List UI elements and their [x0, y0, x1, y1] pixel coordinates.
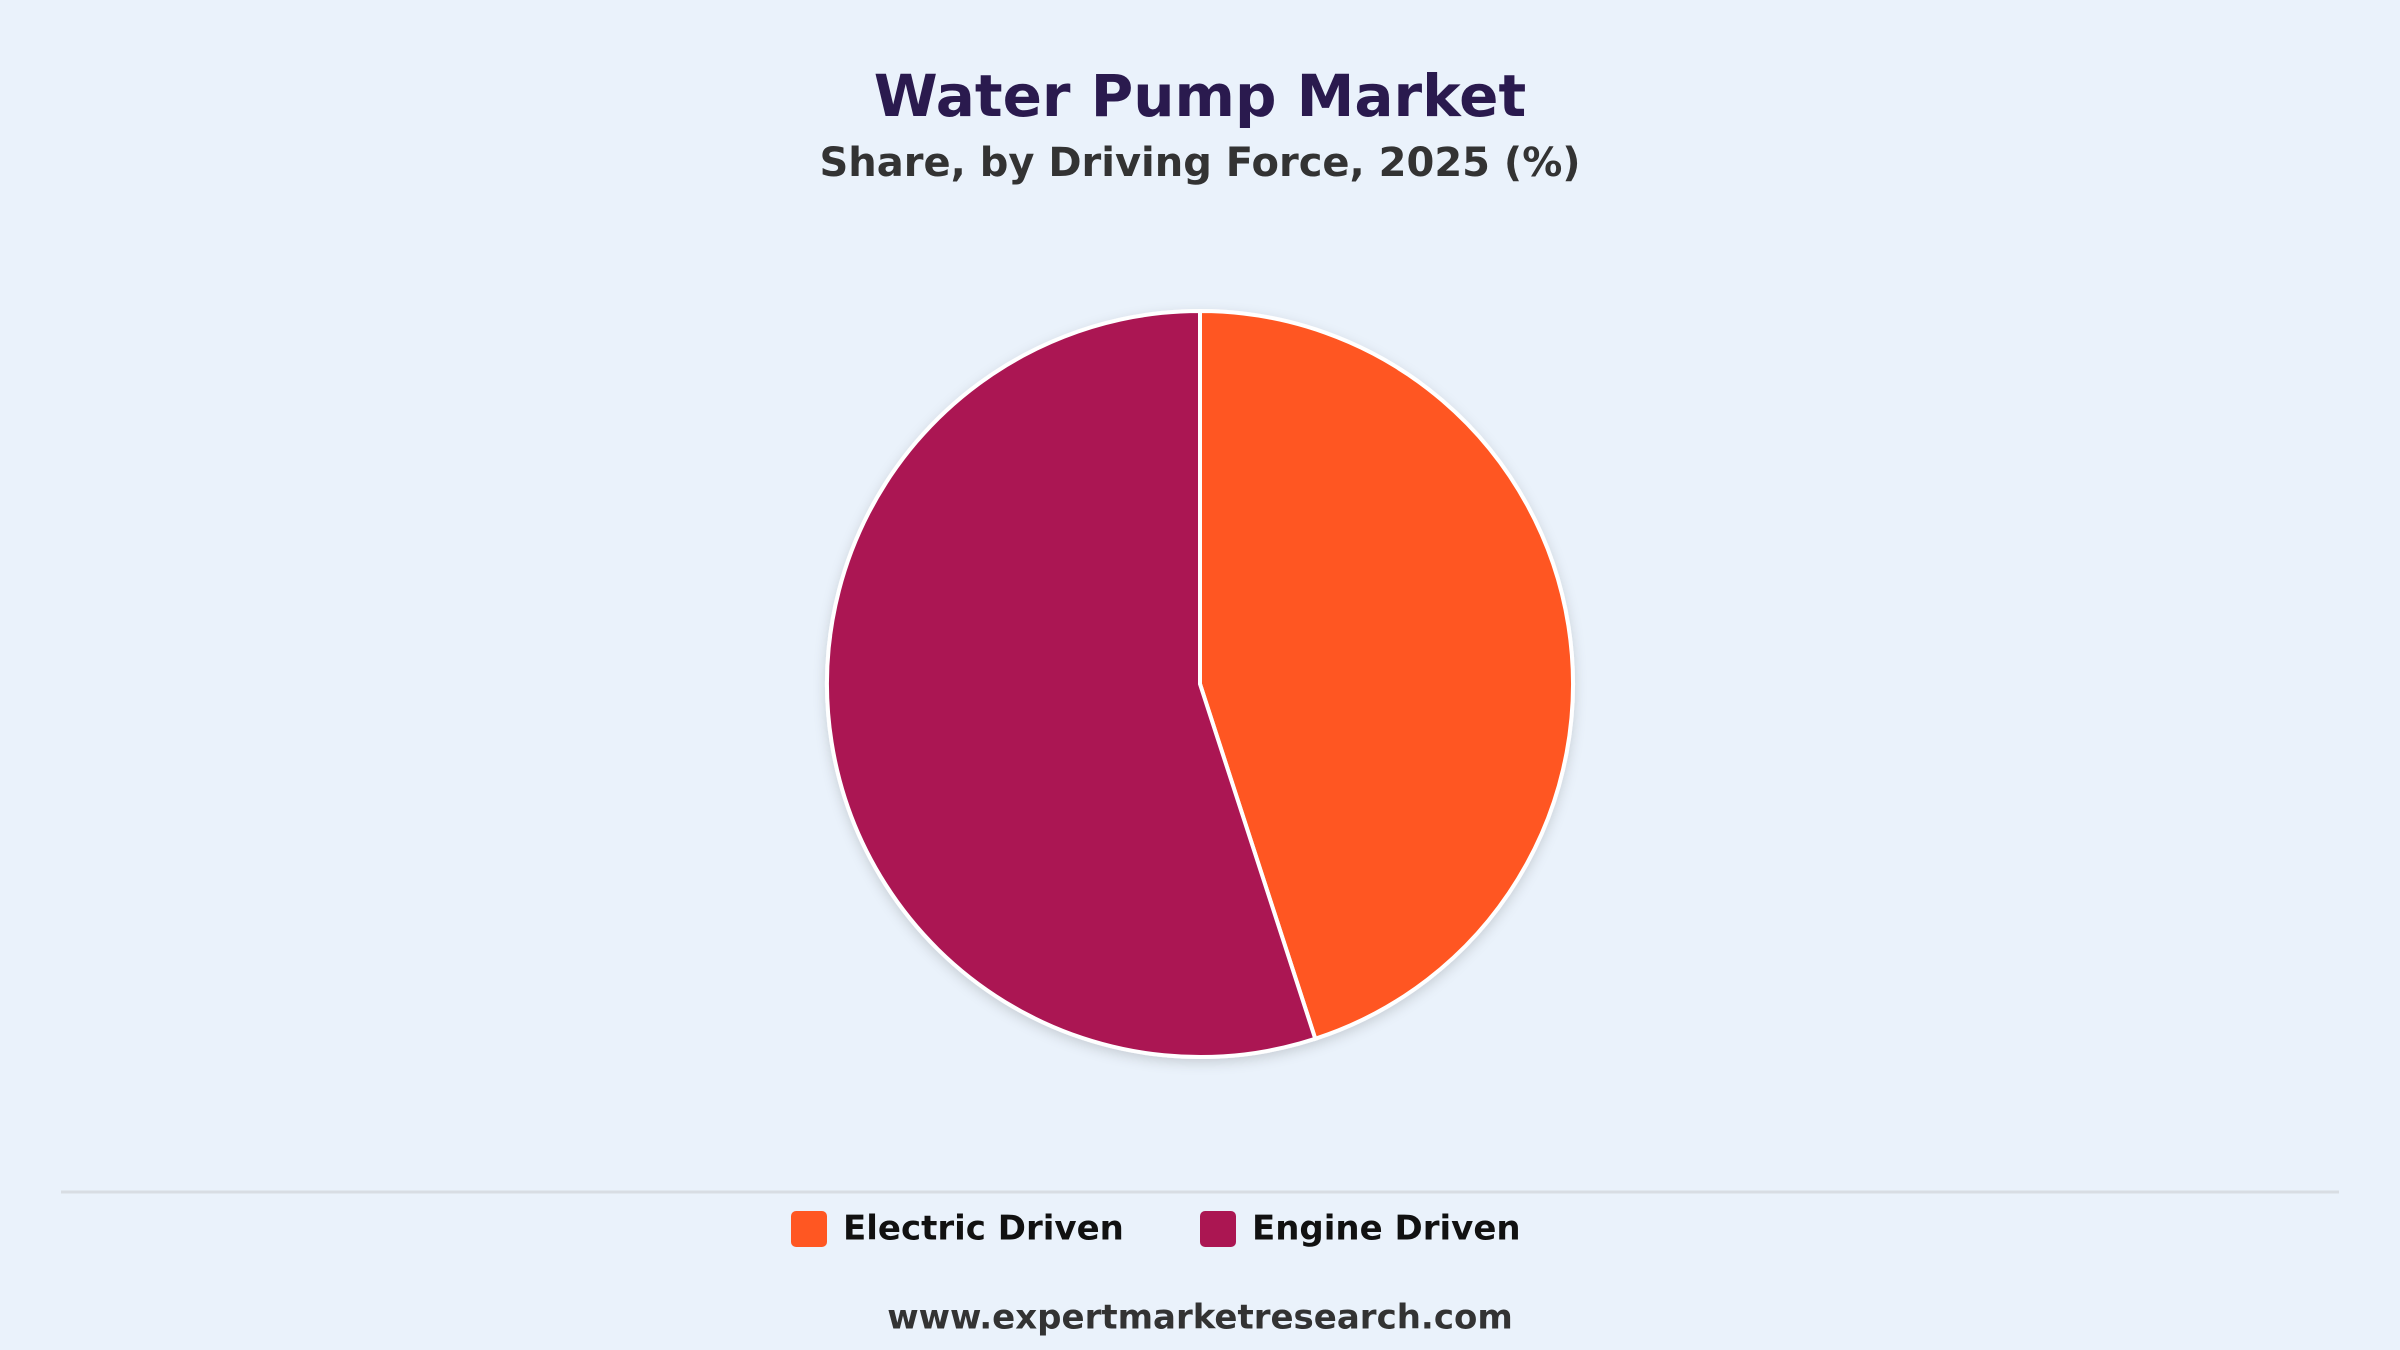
legend-label: Electric Driven — [843, 1209, 1124, 1249]
legend-swatch — [1200, 1211, 1236, 1247]
legend-label: Engine Driven — [1252, 1209, 1521, 1249]
pie — [824, 308, 1575, 1059]
source: www.expertmarketresearch.com — [887, 1298, 1513, 1338]
pie-slice — [1198, 308, 1575, 1042]
chart-subtitle: Share, by Driving Force, 2025 (%) — [819, 140, 1580, 186]
pie-slice — [824, 308, 1318, 1059]
chart-title: Water Pump Market — [874, 62, 1526, 130]
legend: Electric Driven Engine Driven — [791, 1209, 1521, 1249]
legend-swatch — [791, 1211, 827, 1247]
